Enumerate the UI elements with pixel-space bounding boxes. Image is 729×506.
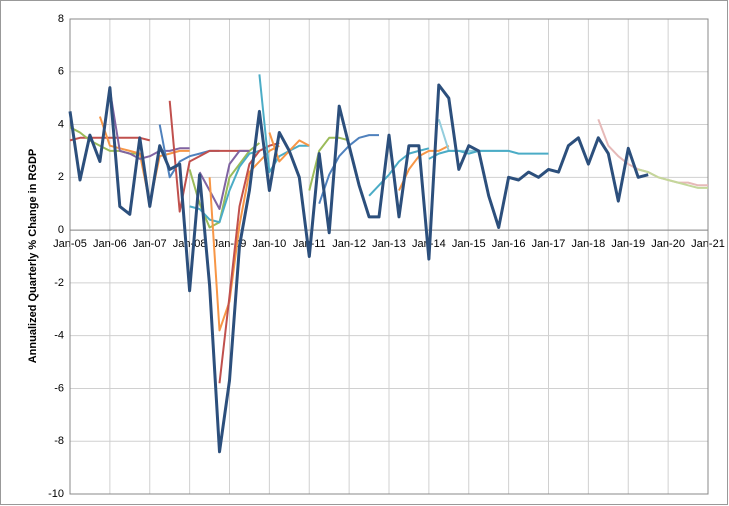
y-tick-label: 2 (58, 171, 64, 183)
x-tick-label: Jan-08 (173, 238, 207, 250)
x-tick-label: Jan-12 (332, 238, 366, 250)
x-tick-label: Jan-19 (611, 238, 645, 250)
x-tick-label: Jan-07 (133, 238, 167, 250)
x-tick-label: Jan-15 (452, 238, 486, 250)
series-line (428, 149, 549, 160)
y-tick-label: 6 (58, 66, 64, 78)
x-tick-label: Jan-17 (532, 238, 566, 250)
series-line (258, 74, 310, 174)
x-tick-label: Jan-18 (572, 238, 606, 250)
series-line (308, 136, 350, 191)
y-tick-label: 0 (58, 224, 64, 236)
x-tick-label: Jan-06 (93, 238, 127, 250)
y-tick-label: -4 (54, 330, 64, 342)
y-axis-label: Annualized Quarterly % Change in RGDP (27, 149, 39, 364)
series-line (69, 136, 151, 142)
series-line (398, 144, 450, 191)
y-tick-label: -2 (54, 277, 64, 289)
y-tick-label: 4 (58, 118, 64, 130)
series-line (218, 142, 280, 384)
series-line (637, 168, 708, 189)
series-line (198, 149, 250, 210)
x-tick-label: Jan-20 (651, 238, 685, 250)
y-tick-label: -10 (48, 488, 64, 500)
y-tick-label: -6 (54, 382, 64, 394)
series-line (189, 149, 260, 224)
plot-area (69, 18, 709, 495)
series-line (68, 83, 649, 454)
x-tick-label: Jan-10 (253, 238, 287, 250)
series-line (108, 90, 190, 160)
y-tick-label: 8 (58, 13, 64, 25)
x-tick-label: Jan-16 (492, 238, 526, 250)
x-tick-label: Jan-13 (372, 238, 406, 250)
y-tick-label: -8 (54, 435, 64, 447)
